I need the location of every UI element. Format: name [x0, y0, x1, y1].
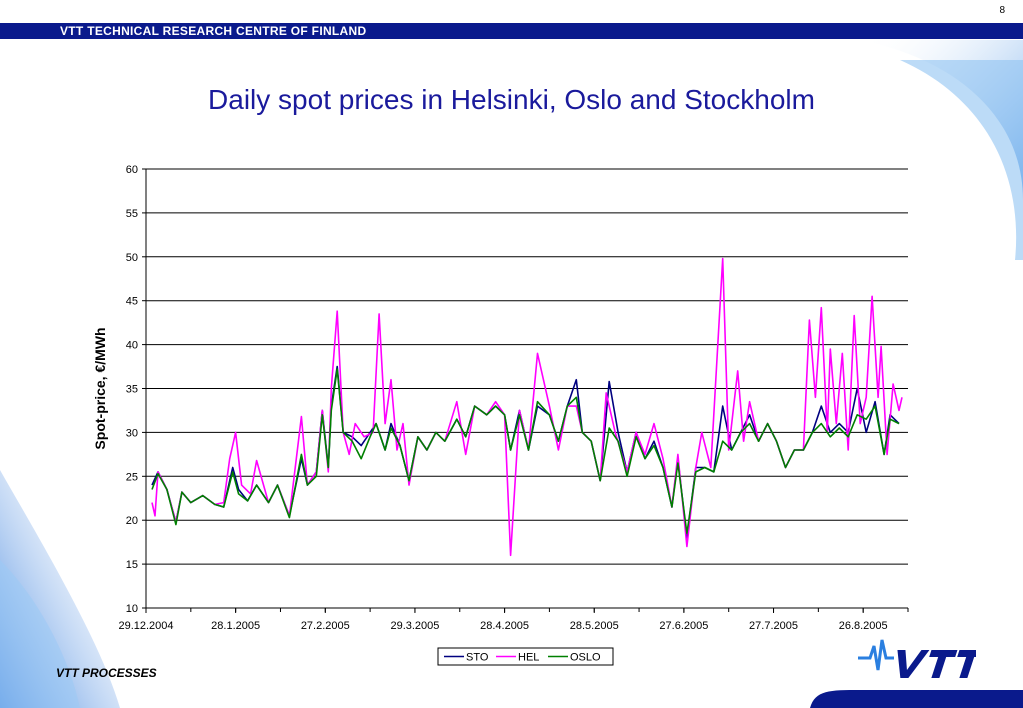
- x-tick-label: 27.7.2005: [749, 620, 798, 632]
- x-tick-label: 27.6.2005: [659, 620, 708, 632]
- y-tick-label: 50: [126, 252, 138, 264]
- page-number: 8: [999, 5, 1005, 16]
- y-tick-label: 30: [126, 427, 138, 439]
- vtt-logo: [858, 639, 976, 678]
- y-axis-label: Spot-price, €/MWh: [92, 327, 108, 449]
- footer-right-bar: [810, 690, 1023, 708]
- x-tick-label: 29.12.2004: [118, 620, 173, 632]
- y-tick-label: 20: [126, 515, 138, 527]
- series-line-sto: [151, 365, 900, 539]
- legend-label-oslo: OSLO: [570, 652, 601, 664]
- footer-label: VTT PROCESSES: [56, 666, 157, 680]
- legend-label-sto: STO: [466, 652, 489, 664]
- series-line-hel: [151, 257, 903, 557]
- header-bar: VTT TECHNICAL RESEARCH CENTRE OF FINLAND: [0, 23, 1023, 39]
- swoosh-top-right-2: [900, 60, 1023, 260]
- x-tick-label: 28.4.2005: [480, 620, 529, 632]
- y-tick-label: 35: [126, 384, 138, 396]
- logo-pulse-icon: [858, 639, 894, 671]
- x-tick-label: 29.3.2005: [390, 620, 439, 632]
- legend-box: [437, 647, 614, 666]
- x-tick-label: 27.2.2005: [301, 620, 350, 632]
- y-tick-label: 10: [126, 603, 138, 615]
- y-tick-label: 45: [126, 296, 138, 308]
- y-tick-label: 40: [126, 340, 138, 352]
- logo-wordmark: [897, 650, 976, 678]
- y-tick-label: 15: [126, 559, 138, 571]
- swoosh-bottom-left-2: [0, 560, 80, 708]
- y-tick-label: 25: [126, 471, 138, 483]
- x-tick-label: 28.1.2005: [211, 620, 260, 632]
- series-line-oslo: [151, 368, 900, 535]
- y-tick-label: 60: [126, 164, 138, 176]
- x-tick-label: 28.5.2005: [570, 620, 619, 632]
- org-name: VTT TECHNICAL RESEARCH CENTRE OF FINLAND: [60, 24, 367, 38]
- x-tick-label: 26.8.2005: [839, 620, 888, 632]
- y-tick-label: 55: [126, 208, 138, 220]
- chart-title: Daily spot prices in Helsinki, Oslo and …: [208, 84, 815, 115]
- legend-label-hel: HEL: [518, 652, 539, 664]
